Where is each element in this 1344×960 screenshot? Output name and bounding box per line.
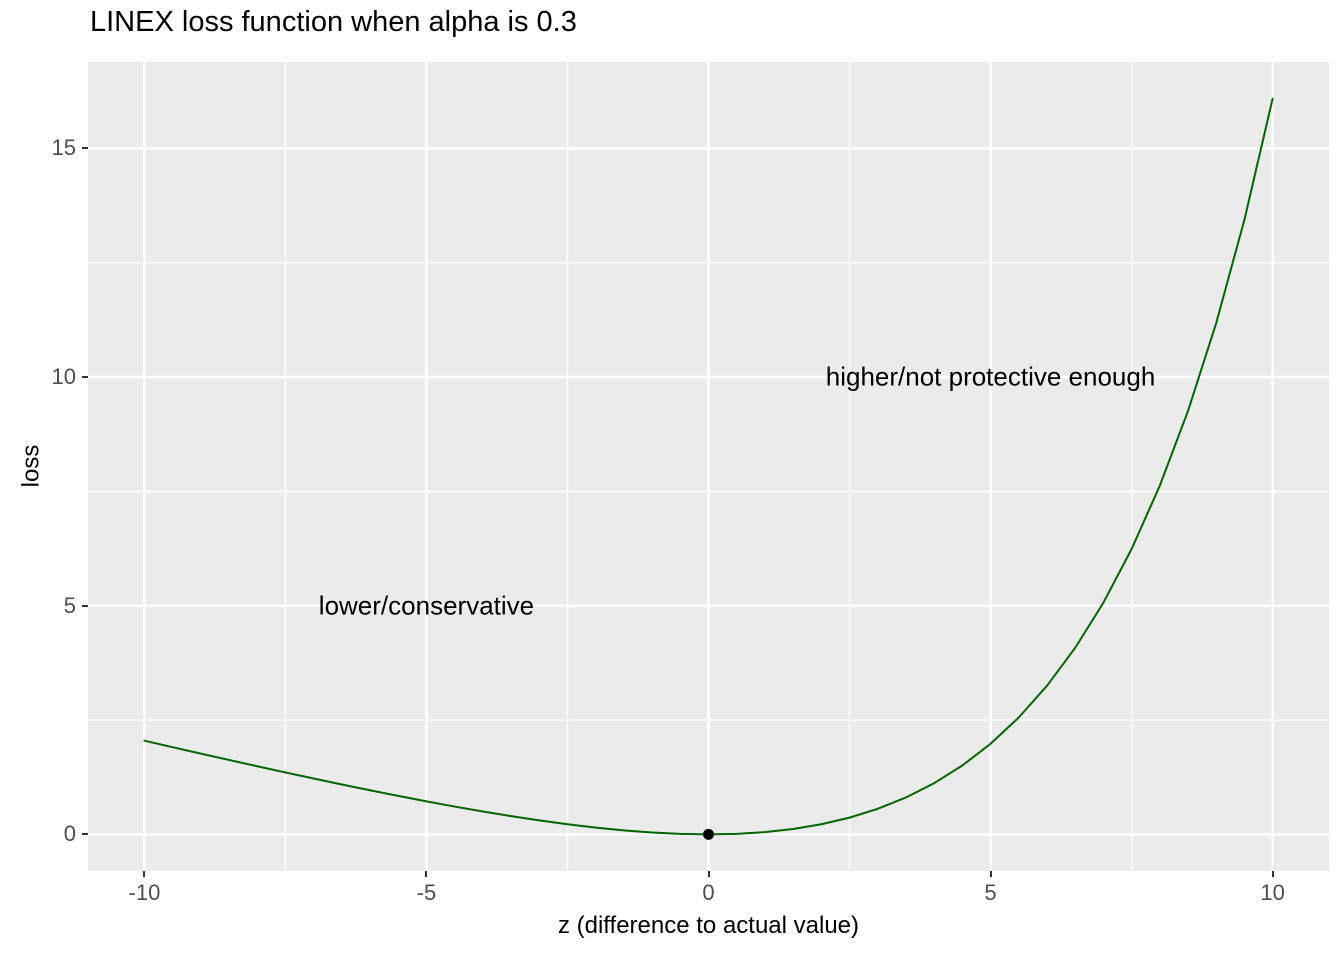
plot-canvas — [88, 62, 1329, 871]
y-tick-label: 5 — [63, 592, 76, 618]
y-tick-label: 15 — [51, 135, 76, 161]
plot-panel — [88, 62, 1329, 871]
annotation-lower-conservative: lower/conservative — [318, 590, 535, 621]
y-tick-mark — [82, 376, 88, 379]
x-tick-mark — [1271, 871, 1274, 877]
x-tick-mark — [989, 871, 992, 877]
y-tick-mark — [82, 604, 88, 607]
x-tick-label: 0 — [702, 880, 715, 905]
y-tick-mark — [82, 833, 88, 836]
y-tick-mark — [82, 147, 88, 150]
x-tick-label: -5 — [416, 880, 437, 905]
x-tick-mark — [707, 871, 710, 877]
y-tick-label: 0 — [63, 821, 76, 847]
x-tick-label: -10 — [128, 880, 161, 905]
y-tick-label: 10 — [51, 364, 76, 390]
chart-title: LINEX loss function when alpha is 0.3 — [90, 6, 577, 38]
x-tick-label: 5 — [984, 880, 997, 905]
origin-point — [703, 828, 714, 840]
x-tick-label: 10 — [1260, 880, 1285, 905]
annotation-higher-not-protective: higher/not protective enough — [825, 361, 1156, 392]
x-tick-mark — [425, 871, 428, 877]
x-axis-title: z (difference to actual value) — [557, 912, 860, 939]
y-axis-title: loss — [17, 444, 45, 488]
x-tick-mark — [143, 871, 146, 877]
